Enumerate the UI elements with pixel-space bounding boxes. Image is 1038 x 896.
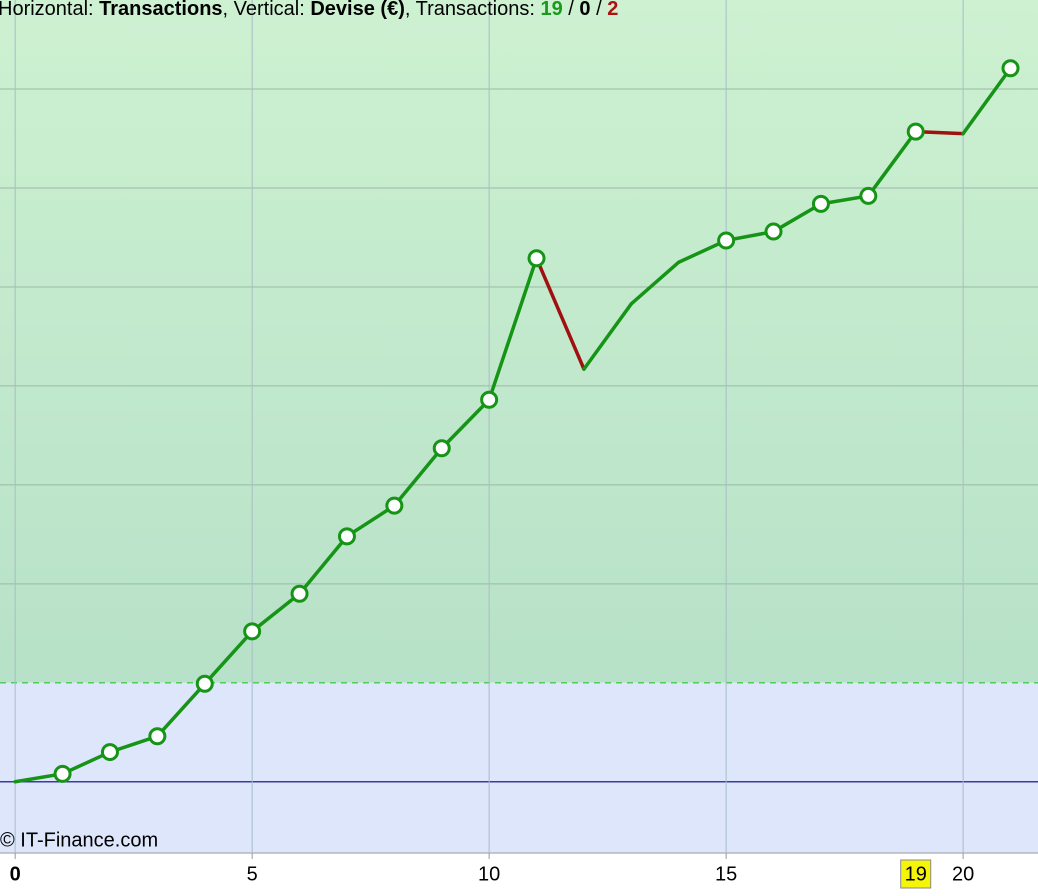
line-segment bbox=[345, 503, 397, 539]
x-tick-label: 5 bbox=[247, 863, 258, 885]
point-marker bbox=[432, 439, 451, 458]
title-separator: / bbox=[591, 0, 608, 20]
copyright: © IT-Finance.com bbox=[0, 829, 158, 851]
point-marker bbox=[290, 584, 309, 603]
title-part: , Transactions: bbox=[405, 0, 541, 20]
line-segment bbox=[866, 129, 918, 198]
point-marker bbox=[480, 390, 499, 409]
point-marker bbox=[764, 222, 783, 241]
line-segment bbox=[629, 260, 681, 306]
title-part: Transactions bbox=[99, 0, 222, 20]
point-marker bbox=[527, 249, 546, 268]
line-segment bbox=[155, 682, 207, 738]
point-marker bbox=[100, 743, 119, 762]
line-segment bbox=[392, 446, 444, 508]
point-marker bbox=[906, 122, 925, 141]
profit-zone bbox=[0, 0, 1038, 683]
line-segment bbox=[534, 256, 586, 371]
line-segment bbox=[961, 66, 1013, 136]
point-marker bbox=[53, 764, 72, 783]
highlight-box bbox=[900, 859, 932, 889]
title-separator: / bbox=[563, 0, 580, 20]
line-segment bbox=[203, 629, 254, 686]
point-marker bbox=[337, 527, 356, 546]
chart-title: Horizontal: Transactions, Vertical: Devi… bbox=[0, 0, 618, 20]
point-marker bbox=[243, 622, 262, 641]
point-marker bbox=[811, 194, 830, 213]
line-segment bbox=[250, 591, 302, 634]
x-tick-label: 0 bbox=[10, 863, 21, 885]
title-part: Devise (€) bbox=[310, 0, 405, 20]
line-segment bbox=[582, 302, 634, 371]
x-tick-label: 20 bbox=[952, 863, 974, 885]
point-marker bbox=[385, 496, 404, 515]
line-segment bbox=[439, 398, 491, 451]
highlight-label: 19 bbox=[905, 863, 927, 885]
transaction-count: 19 bbox=[540, 0, 562, 20]
transaction-count: 2 bbox=[607, 0, 618, 20]
base-zone bbox=[0, 682, 1038, 853]
x-axis-area bbox=[0, 853, 1038, 896]
x-tick-label: 15 bbox=[715, 863, 737, 885]
title-part: Horizontal: bbox=[0, 0, 99, 20]
x-tick-label: 10 bbox=[478, 863, 500, 885]
point-marker bbox=[859, 186, 878, 205]
title-part: , Vertical: bbox=[223, 0, 311, 20]
point-marker bbox=[1001, 59, 1020, 78]
line-segment bbox=[487, 256, 539, 402]
line-segment bbox=[297, 534, 349, 596]
point-marker bbox=[148, 727, 167, 746]
point-marker bbox=[195, 674, 214, 693]
point-marker bbox=[717, 231, 736, 250]
transaction-count: 0 bbox=[579, 0, 590, 20]
line-segment bbox=[771, 202, 823, 234]
